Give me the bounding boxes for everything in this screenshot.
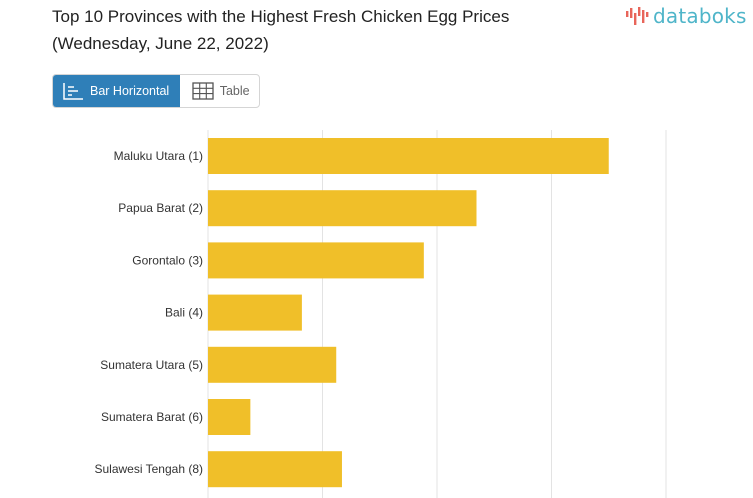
table-tab[interactable]: Table xyxy=(180,75,259,107)
category-label: Papua Barat (2) xyxy=(118,201,203,215)
category-label: Sumatera Utara (5) xyxy=(100,358,203,372)
bar-chart-icon xyxy=(63,83,83,100)
bar-horizontal-label: Bar Horizontal xyxy=(90,84,170,98)
table-label: Table xyxy=(219,84,250,98)
bar[interactable] xyxy=(208,190,477,227)
bar[interactable] xyxy=(208,294,302,331)
category-label: Sumatera Barat (6) xyxy=(101,410,203,424)
bar[interactable] xyxy=(208,451,342,488)
category-label: Sulawesi Tengah (8) xyxy=(94,462,203,476)
bar[interactable] xyxy=(208,138,609,174)
category-labels: Maluku Utara (1) Papua Barat (2) Gorontalo… xyxy=(94,149,203,476)
table-icon xyxy=(192,82,214,100)
chart-title: Top 10 Provinces with the Highest Fresh … xyxy=(52,3,592,57)
title-line-1: Top 10 Provinces with the Highest Fresh … xyxy=(52,7,510,26)
bar-horizontal-tab[interactable]: Bar Horizontal xyxy=(53,75,180,107)
databoks-logo[interactable]: databoks xyxy=(625,4,747,28)
bar-chart: Maluku Utara (1) Papua Barat (2) Gorontalo… xyxy=(94,130,667,498)
category-label: Maluku Utara (1) xyxy=(114,149,203,163)
logo-text: databoks xyxy=(653,4,747,28)
category-label: Bali (4) xyxy=(165,306,203,320)
logo-mark-icon xyxy=(626,7,649,25)
title-line-2: (Wednesday, June 22, 2022) xyxy=(52,34,269,53)
category-label: Gorontalo (3) xyxy=(132,253,203,267)
bar[interactable] xyxy=(208,399,251,435)
bar[interactable] xyxy=(208,242,424,279)
bars xyxy=(208,138,609,488)
view-toggle: Bar Horizontal Table xyxy=(52,74,260,108)
bar[interactable] xyxy=(208,346,337,383)
